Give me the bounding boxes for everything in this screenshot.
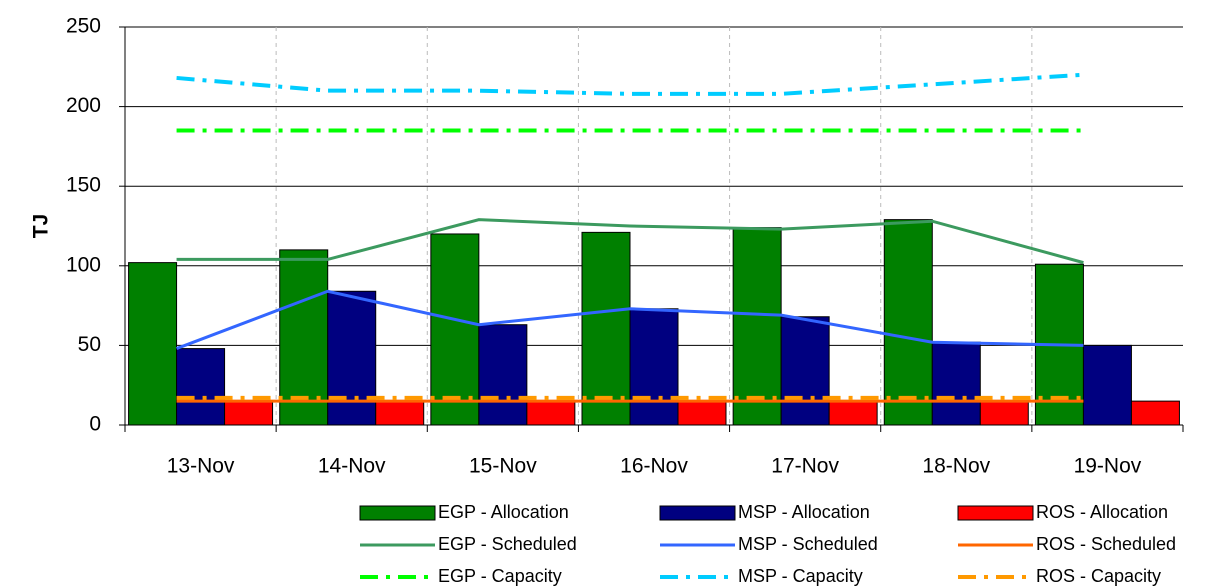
legend-label: MSP - Scheduled: [738, 534, 878, 554]
line-series: [176, 218, 1084, 265]
y-tick-label: 250: [66, 15, 101, 38]
bar: [279, 249, 329, 426]
bar: [732, 227, 782, 426]
y-tick-label: 150: [66, 174, 101, 197]
x-tick-label: 19-Nov: [1074, 455, 1142, 478]
bar: [1082, 344, 1132, 426]
bar: [375, 400, 425, 426]
bar: [677, 400, 727, 426]
bar: [629, 308, 679, 426]
x-tick-label: 17-Nov: [771, 455, 839, 478]
bar: [883, 219, 933, 426]
x-tick-label: 14-Nov: [318, 455, 386, 478]
y-tick-label: 200: [66, 94, 101, 117]
legend-label: EGP - Allocation: [438, 502, 569, 522]
bar: [478, 324, 528, 426]
bar: [526, 400, 576, 426]
y-tick-label: 50: [78, 333, 101, 356]
bar: [176, 348, 226, 426]
line-series: [176, 72, 1084, 96]
bar: [224, 400, 274, 426]
legend-label: MSP - Capacity: [738, 566, 863, 586]
bar: [430, 233, 480, 426]
bar: [327, 290, 377, 426]
x-tick-label: 13-Nov: [167, 455, 235, 478]
line-series: [176, 289, 1084, 350]
bar: [780, 316, 830, 426]
bar: [979, 400, 1029, 426]
legend-label: MSP - Allocation: [738, 502, 870, 522]
legend-label: ROS - Allocation: [1036, 502, 1168, 522]
x-tick-label: 16-Nov: [620, 455, 688, 478]
bar: [581, 231, 631, 426]
legend-label: EGP - Capacity: [438, 566, 562, 586]
y-tick-label: 100: [66, 253, 101, 276]
x-tick-label: 18-Nov: [922, 455, 990, 478]
y-tick-label: 0: [89, 413, 101, 436]
legend-label: ROS - Scheduled: [1036, 534, 1176, 554]
legend-swatch: [359, 505, 436, 521]
y-axis-label: TJ: [30, 214, 53, 239]
bar: [931, 341, 981, 426]
legend-label: EGP - Scheduled: [438, 534, 577, 554]
bar: [1130, 400, 1180, 426]
bar: [128, 262, 178, 426]
bar: [828, 400, 878, 426]
legend-swatch: [957, 505, 1034, 521]
legend-label: ROS - Capacity: [1036, 566, 1161, 586]
x-tick-label: 15-Nov: [469, 455, 537, 478]
legend-swatch: [659, 505, 736, 521]
